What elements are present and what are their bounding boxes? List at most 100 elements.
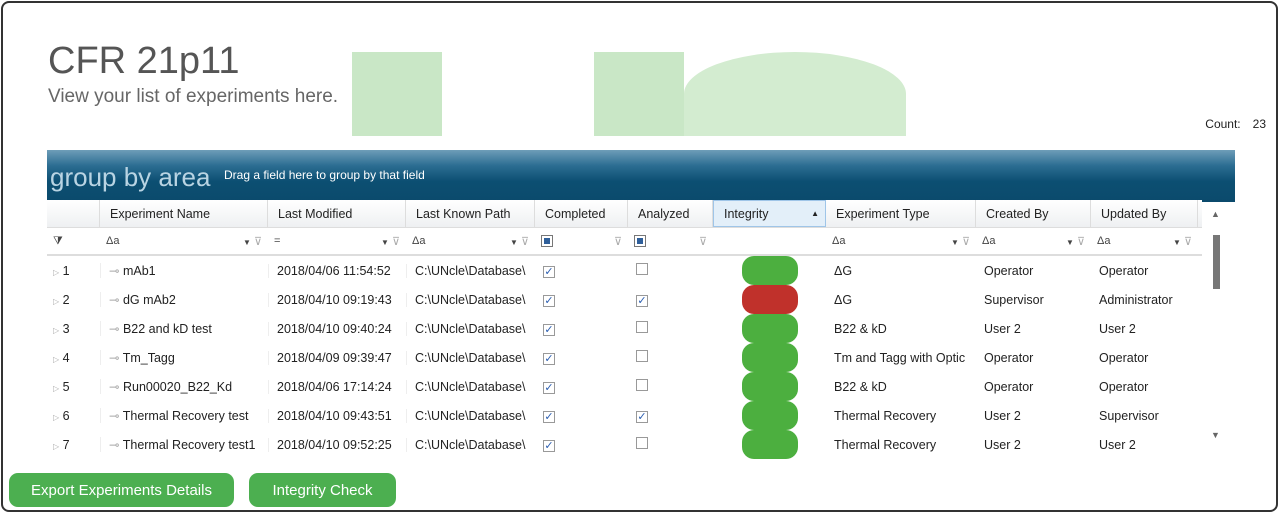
table-row[interactable]: ▷ 6 ⊸ Thermal Recovery test 2018/04/10 09:… bbox=[47, 401, 1202, 430]
table-row[interactable]: ▷ 7 ⊸ Thermal Recovery test1 2018/04/10 09… bbox=[47, 430, 1202, 459]
filter-operator[interactable]: Δa bbox=[1097, 235, 1111, 247]
row-expander-icon[interactable]: ▷ bbox=[53, 354, 60, 364]
experiment-type: ΔG bbox=[834, 263, 853, 278]
table-row[interactable]: ▷ 5 ⊸ Run00020_B22_Kd 2018/04/06 17:14:24 C… bbox=[47, 372, 1202, 401]
checkbox[interactable] bbox=[636, 350, 648, 362]
column-header-updated-by[interactable]: Updated By bbox=[1091, 200, 1198, 227]
column-header-completed[interactable]: Completed bbox=[535, 200, 628, 227]
checkbox[interactable]: ✓ bbox=[636, 294, 648, 307]
vertical-scrollbar[interactable]: ▲ ▼ bbox=[1207, 205, 1229, 445]
created-by: Operator bbox=[984, 350, 1034, 365]
experiment-icon: ⊸ bbox=[109, 409, 120, 423]
row-expander-icon[interactable]: ▷ bbox=[53, 325, 60, 335]
last-known-path: C:\UNcle\Database\ bbox=[406, 408, 535, 423]
filter-dropdown-icon[interactable]: ▼ bbox=[1065, 237, 1074, 247]
column-header-label: Analyzed bbox=[638, 206, 690, 221]
filter-dropdown-icon[interactable]: ▼ bbox=[242, 237, 251, 247]
last-modified: 2018/04/06 11:54:52 bbox=[268, 263, 406, 278]
filter-checkbox[interactable] bbox=[634, 235, 646, 247]
column-header-last-known-path[interactable]: Last Known Path bbox=[406, 200, 535, 227]
checkbox[interactable]: ✓ bbox=[636, 410, 648, 423]
clear-filter-icon[interactable]: ⊽ bbox=[961, 235, 970, 248]
row-expander-icon[interactable]: ▷ bbox=[53, 267, 60, 277]
column-header-last-modified[interactable]: Last Modified bbox=[268, 200, 406, 227]
experiment-type: Thermal Recovery bbox=[834, 437, 937, 452]
checkbox[interactable] bbox=[636, 379, 648, 391]
column-header-integrity[interactable]: Integrity ▲ bbox=[713, 200, 826, 227]
column-header-experiment-type[interactable]: Experiment Type bbox=[826, 200, 976, 227]
integrity-status-fail bbox=[741, 285, 798, 314]
clear-filter-icon[interactable]: ⊽ bbox=[520, 235, 529, 248]
filter-cell: Δa ▼ ⊽ bbox=[826, 228, 976, 254]
checkbox[interactable]: ✓ bbox=[543, 323, 555, 336]
experiment-icon: ⊸ bbox=[109, 438, 120, 452]
clear-filter-icon[interactable]: ⊽ bbox=[391, 235, 400, 248]
table-row[interactable]: ▷ 4 ⊸ Tm_Tagg 2018/04/09 09:39:47 C:\UNcle\… bbox=[47, 343, 1202, 372]
column-header-created-by[interactable]: Created By bbox=[976, 200, 1091, 227]
filter-dropdown-icon[interactable]: ▼ bbox=[509, 237, 518, 247]
filter-operator[interactable]: = bbox=[274, 235, 281, 247]
row-expander-icon[interactable]: ▷ bbox=[53, 412, 60, 422]
filter-checkbox[interactable] bbox=[541, 235, 553, 247]
integrity-status-ok bbox=[741, 256, 798, 285]
row-number: 4 bbox=[62, 350, 70, 365]
experiment-type: B22 & kD bbox=[834, 379, 887, 394]
filter-funnel-icon[interactable]: ⧩ bbox=[53, 234, 63, 247]
row-number: 7 bbox=[62, 437, 70, 452]
filter-operator[interactable]: Δa bbox=[982, 235, 996, 247]
row-expander-icon[interactable]: ▷ bbox=[53, 296, 60, 306]
last-modified: 2018/04/09 09:39:47 bbox=[268, 350, 406, 365]
clear-filter-icon[interactable]: ⊽ bbox=[1183, 235, 1192, 248]
clear-filter-icon[interactable]: ⊽ bbox=[698, 235, 707, 248]
scroll-thumb[interactable] bbox=[1213, 235, 1220, 289]
count-label: Count: 23 bbox=[1205, 117, 1266, 131]
checkbox[interactable]: ✓ bbox=[543, 439, 555, 452]
clear-filter-icon[interactable]: ⊽ bbox=[1076, 235, 1085, 248]
scroll-down-icon[interactable]: ▼ bbox=[1211, 430, 1220, 440]
updated-by: User 2 bbox=[1099, 437, 1136, 452]
checkbox[interactable] bbox=[636, 321, 648, 333]
filter-dropdown-icon[interactable]: ▼ bbox=[1172, 237, 1181, 247]
checkbox[interactable]: ✓ bbox=[543, 410, 555, 423]
checkbox[interactable]: ✓ bbox=[543, 265, 555, 278]
experiment-name: B22 and kD test bbox=[122, 322, 212, 336]
checkbox[interactable]: ✓ bbox=[543, 352, 555, 365]
filter-dropdown-icon[interactable]: ▼ bbox=[380, 237, 389, 247]
row-number: 1 bbox=[62, 263, 70, 278]
filter-operator[interactable]: Δa bbox=[106, 235, 120, 247]
last-modified: 2018/04/10 09:19:43 bbox=[268, 292, 406, 307]
experiments-grid: Experiment Name Last Modified Last Known P… bbox=[47, 200, 1202, 459]
updated-by: Operator bbox=[1099, 350, 1149, 365]
scroll-up-icon[interactable]: ▲ bbox=[1211, 209, 1220, 219]
row-expander-icon[interactable]: ▷ bbox=[53, 383, 60, 393]
integrity-status-ok bbox=[741, 343, 798, 372]
table-row[interactable]: ▷ 2 ⊸ dG mAb2 2018/04/10 09:19:43 C:\UNcle\… bbox=[47, 285, 1202, 314]
checkbox[interactable]: ✓ bbox=[543, 381, 555, 394]
clear-filter-icon[interactable]: ⊽ bbox=[613, 235, 622, 248]
checkbox[interactable]: ✓ bbox=[543, 294, 555, 307]
filter-operator[interactable]: Δa bbox=[832, 235, 846, 247]
integrity-status-ok bbox=[741, 430, 798, 459]
last-known-path: C:\UNcle\Database\ bbox=[406, 263, 535, 278]
export-experiments-button[interactable]: Export Experiments Details bbox=[9, 473, 234, 507]
experiment-icon: ⊸ bbox=[109, 322, 120, 336]
filter-dropdown-icon[interactable]: ▼ bbox=[950, 237, 959, 247]
filter-cell: ⊽ bbox=[628, 228, 713, 254]
group-by-area[interactable]: group by area Drag a field here to group… bbox=[47, 150, 1235, 202]
table-row[interactable]: ▷ 1 ⊸ mAb1 2018/04/06 11:54:52 C:\UNcle\Dat… bbox=[47, 256, 1202, 285]
filter-operator[interactable]: Δa bbox=[412, 235, 426, 247]
column-header-label: Updated By bbox=[1101, 206, 1167, 221]
column-header-experiment-name[interactable]: Experiment Name bbox=[100, 200, 268, 227]
filter-cell bbox=[713, 228, 826, 254]
column-header-label: Integrity bbox=[724, 206, 769, 221]
experiment-name: dG mAb2 bbox=[122, 293, 176, 307]
checkbox[interactable] bbox=[636, 263, 648, 275]
column-header-analyzed[interactable]: Analyzed bbox=[628, 200, 713, 227]
row-expander-icon[interactable]: ▷ bbox=[53, 441, 60, 451]
integrity-check-button[interactable]: Integrity Check bbox=[249, 473, 396, 507]
integrity-status-ok bbox=[741, 314, 798, 343]
last-known-path: C:\UNcle\Database\ bbox=[406, 379, 535, 394]
table-row[interactable]: ▷ 3 ⊸ B22 and kD test 2018/04/10 09:40:24 C… bbox=[47, 314, 1202, 343]
clear-filter-icon[interactable]: ⊽ bbox=[253, 235, 262, 248]
checkbox[interactable] bbox=[636, 437, 648, 449]
